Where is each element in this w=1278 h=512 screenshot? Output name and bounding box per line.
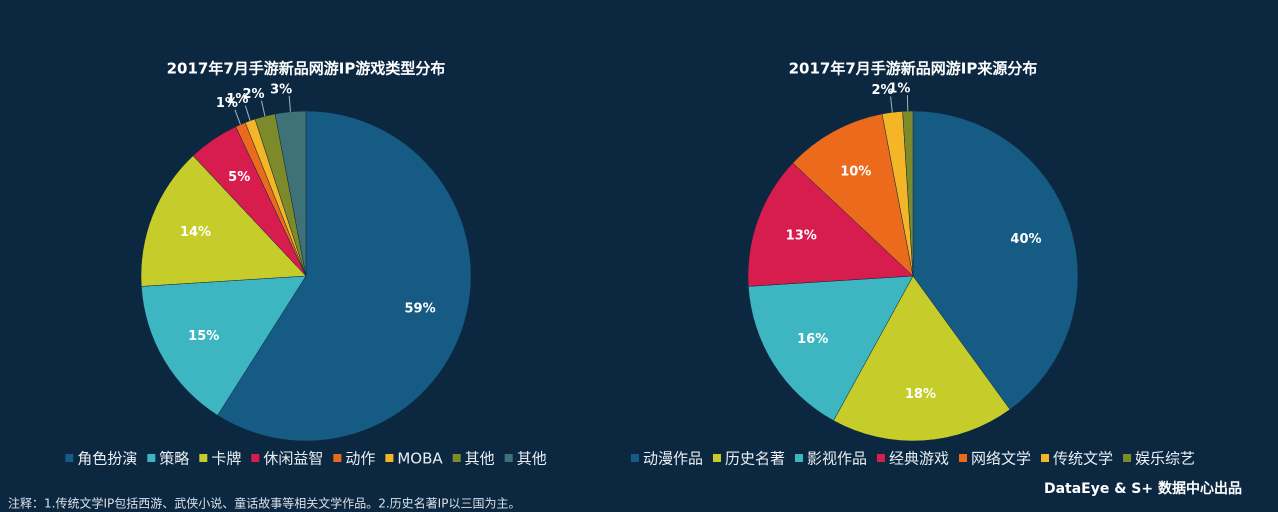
legend-label: MOBA: [397, 450, 443, 468]
pie-slice: [217, 110, 472, 442]
value-label: 15%: [188, 329, 219, 344]
value-label: 13%: [786, 228, 817, 243]
legend-swatch: [876, 454, 885, 462]
value-label: 2%: [872, 83, 894, 98]
value-label: 10%: [840, 164, 871, 179]
legend-swatch: [712, 454, 721, 462]
leader-line: [288, 95, 291, 112]
value-label: 16%: [797, 332, 828, 347]
legend-swatch: [959, 454, 968, 462]
legend-swatch: [333, 454, 342, 462]
legend-label: 动作: [345, 450, 375, 468]
value-label: 1%: [216, 96, 238, 111]
legend-label: 网络文学: [971, 450, 1031, 468]
pie-slice: [140, 155, 307, 287]
leader-line: [260, 100, 266, 117]
legend-swatch: [1041, 454, 1050, 462]
pie-slice: [274, 110, 307, 277]
legend-swatch: [199, 454, 208, 462]
value-label: 1%: [888, 82, 910, 97]
leader-line: [244, 105, 251, 121]
value-label: 2%: [242, 87, 264, 102]
pie-slice: [141, 275, 307, 416]
legend-swatch: [452, 454, 461, 462]
pie-slice: [902, 110, 914, 277]
legend-label: 动漫作品: [643, 450, 703, 468]
legend-label: 其他: [465, 450, 495, 468]
pie-slice: [833, 275, 1011, 442]
legend-label: 休闲益智: [263, 450, 323, 468]
pie-slice: [792, 113, 914, 277]
value-label: 40%: [1010, 232, 1041, 247]
legend-label: 经典游戏: [889, 450, 949, 468]
value-label: 1%: [226, 92, 248, 107]
legend-label: 卡牌: [211, 450, 241, 468]
legend-swatch: [251, 454, 260, 462]
chart-title: 2017年7月手游新品网游IP游戏类型分布: [167, 60, 446, 78]
legend-swatch: [794, 454, 803, 462]
legend-swatch: [385, 454, 394, 462]
chart-title: 2017年7月手游新品网游IP来源分布: [789, 60, 1038, 78]
brand: DataEye & S+ 数据中心出品: [1044, 480, 1242, 497]
leader-line: [890, 96, 893, 113]
value-label: 18%: [905, 387, 936, 402]
legend-label: 历史名著: [725, 450, 785, 468]
pie-slice: [748, 275, 914, 421]
pie-slice: [747, 162, 914, 287]
leader-line: [234, 109, 241, 125]
legend-swatch: [504, 454, 513, 462]
legend-label: 其他: [517, 450, 547, 468]
value-label: 5%: [228, 170, 250, 185]
legend-swatch: [1123, 454, 1132, 462]
pie-slice: [912, 110, 1079, 410]
legend-label: 角色扮演: [77, 450, 137, 468]
legend-label: 娱乐综艺: [1135, 450, 1195, 468]
legend-label: 传统文学: [1053, 450, 1113, 468]
legend-swatch: [65, 454, 74, 462]
footnote: 注释：1.传统文学IP包括西游、武侠小说、童话故事等相关文学作品。2.历史名著I…: [8, 496, 520, 511]
legend-label: 影视作品: [807, 450, 867, 468]
value-label: 14%: [180, 225, 211, 240]
value-label: 3%: [270, 82, 292, 97]
legend-swatch: [630, 454, 639, 462]
legend-label: 策略: [159, 450, 189, 468]
value-label: 59%: [405, 302, 436, 317]
legend-swatch: [147, 454, 156, 462]
